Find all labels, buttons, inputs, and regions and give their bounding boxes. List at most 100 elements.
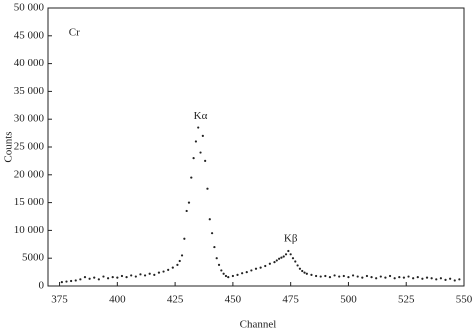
x-tick-label: 475 [282,294,299,306]
data-point [106,277,110,280]
data-point [65,280,68,283]
annotation: Kα [194,110,208,122]
data-point [162,270,165,273]
data-point [430,277,433,280]
data-point [79,278,82,281]
data-point [60,281,63,284]
data-point [148,272,151,275]
annotation: Kβ [284,232,298,244]
x-axis-label: Channel [240,319,277,331]
data-point [190,176,193,179]
data-point [183,237,186,240]
data-point [116,276,119,279]
data-point [449,277,452,280]
data-point [294,260,297,263]
plot-frame [47,7,465,287]
data-point [250,269,253,272]
data-point [444,278,447,281]
y-tick-label: 15 000 [14,196,45,208]
data-point [241,272,244,275]
data-point [375,277,378,280]
annotation: Cr [69,27,80,39]
data-point [361,276,364,279]
x-tick-label: 400 [109,294,126,306]
data-point [125,276,128,279]
y-tick-label: 40 000 [14,57,45,69]
data-point [416,276,419,279]
data-point [227,276,230,279]
data-point [130,274,133,277]
y-tick-label: 5000 [22,252,45,264]
data-point [351,274,355,277]
data-point [213,245,216,249]
data-point [120,274,124,278]
y-tick-label: 50 000 [14,2,45,14]
data-point [273,260,276,264]
y-tick-label: 35 000 [14,85,45,97]
y-tick-label: 25 000 [14,141,45,153]
data-point [224,274,228,278]
data-point [282,255,285,258]
data-point [215,257,218,260]
data-point [439,277,442,280]
data-point [157,271,161,274]
data-point [356,275,359,278]
data-point [208,218,211,221]
data-point [287,249,290,253]
data-point [407,275,410,278]
data-point [254,267,258,270]
data-point [310,273,313,276]
data-point [197,126,200,129]
data-point [220,269,223,272]
data-point [291,257,295,260]
data-point [305,272,308,275]
data-point [435,278,438,281]
data-point [194,140,198,143]
x-tick-label: 525 [398,294,415,306]
data-point [298,267,302,270]
data-point [187,201,191,204]
data-point [342,274,345,278]
data-point [289,253,292,256]
data-point [167,268,170,271]
data-point [402,276,406,279]
data-point [421,277,424,280]
data-point [97,278,100,281]
data-point [222,272,225,275]
data-point [70,279,73,283]
data-point [296,264,299,267]
data-point [171,266,174,269]
data-point [388,274,392,278]
y-axis-label: Counts [3,131,15,162]
data-point [393,277,396,280]
data-point [83,276,87,279]
data-point [301,269,304,273]
data-point [412,277,415,280]
data-point [398,276,401,279]
data-point [303,271,306,274]
x-tick-label: 550 [456,294,473,306]
data-point [268,262,271,265]
data-point [425,276,429,279]
y-tick-label: 0 [39,280,45,292]
data-point [176,263,179,266]
data-point [319,275,322,278]
data-point [199,151,202,154]
data-point [328,276,332,279]
x-tick-label: 425 [167,294,184,306]
x-tick-label: 500 [340,294,357,306]
data-point [236,273,239,276]
data-point [102,275,105,278]
data-point [201,134,204,137]
data-point [458,278,461,281]
data-point [275,259,278,262]
data-point [264,264,267,268]
y-tick-label: 10 000 [14,224,45,236]
data-point [324,274,327,278]
data-point [111,276,114,279]
x-tick-label: 375 [51,294,68,306]
data-point [206,187,209,190]
data-point [231,274,234,278]
data-point [192,157,195,160]
